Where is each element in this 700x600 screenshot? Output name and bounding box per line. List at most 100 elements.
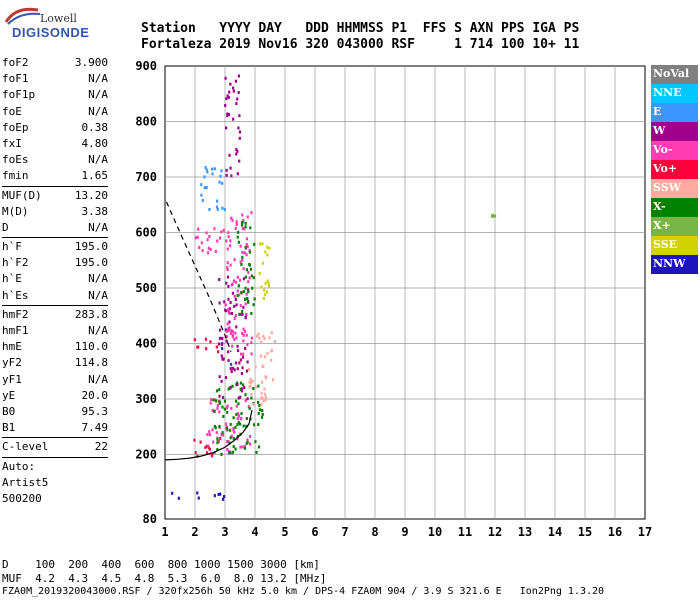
echo-point <box>249 384 252 388</box>
echo-point <box>240 387 244 391</box>
echo-point <box>234 79 238 83</box>
echo-point <box>257 423 260 427</box>
echo-point <box>240 262 243 266</box>
x-tick-label: 11 <box>458 525 472 539</box>
param-value: 195.0 <box>74 240 108 254</box>
echo-point <box>264 293 267 297</box>
param-label: fxI <box>2 136 22 150</box>
echo-point <box>261 396 264 400</box>
echo-point <box>226 266 229 270</box>
echo-point <box>230 283 233 287</box>
echo-point <box>229 300 232 304</box>
echo-point <box>246 360 249 364</box>
echo-point <box>220 169 223 173</box>
echo-point <box>208 430 211 434</box>
auto-scaling-line: Auto: <box>2 459 36 473</box>
echo-point <box>225 281 228 285</box>
echo-point <box>234 298 237 302</box>
echo-point <box>268 246 271 250</box>
echo-point <box>261 412 264 416</box>
echo-point <box>237 126 240 130</box>
echo-point <box>237 414 241 418</box>
echo-point <box>226 261 229 265</box>
echo-point <box>225 126 228 130</box>
echo-point <box>197 227 200 231</box>
param-row: h`Es N/A <box>2 288 108 304</box>
param-row: yF2 114.8 <box>2 355 108 371</box>
param-value: N/A <box>88 324 108 337</box>
echo-point <box>233 368 236 372</box>
echo-point <box>221 347 224 351</box>
echo-point <box>205 444 208 448</box>
param-label: foF2 <box>2 56 29 69</box>
echo-point <box>241 445 244 449</box>
legend-item: W <box>651 122 698 141</box>
param-row: foE N/A <box>2 104 108 120</box>
echo-point <box>263 337 266 341</box>
param-value: N/A <box>88 372 108 386</box>
echo-point <box>238 130 242 134</box>
param-row: D N/A <box>2 220 108 236</box>
echo-point <box>237 284 240 288</box>
echo-point <box>239 387 242 391</box>
param-value: N/A <box>88 288 108 302</box>
echo-point <box>233 304 236 308</box>
echo-point <box>236 437 239 441</box>
echo-point <box>207 246 210 250</box>
echo-point <box>211 172 214 176</box>
echo-point <box>220 337 223 341</box>
echo-point <box>232 428 235 432</box>
param-label: h`F <box>2 240 22 254</box>
y-tick-label: 300 <box>135 392 157 406</box>
echo-point <box>239 244 242 248</box>
param-value: 22 <box>94 440 108 454</box>
echo-point <box>248 380 251 384</box>
echo-point <box>244 393 247 397</box>
legend-item: SSE <box>651 236 698 255</box>
echo-point <box>235 325 238 329</box>
echo-point <box>236 97 239 101</box>
echo-point <box>196 345 199 349</box>
echo-point <box>232 279 236 283</box>
echo-point <box>216 207 219 211</box>
param-row: yE 20.0 <box>2 388 108 404</box>
legend-item: X+ <box>651 217 698 236</box>
param-value: N/A <box>88 72 108 86</box>
echo-point <box>240 412 243 416</box>
param-value: N/A <box>88 88 108 102</box>
echo-point <box>203 186 206 190</box>
echo-point <box>265 376 268 380</box>
echo-point <box>252 402 255 406</box>
echo-point <box>262 335 265 339</box>
echo-point <box>244 316 247 320</box>
echo-point <box>228 244 232 248</box>
echo-point <box>252 423 256 427</box>
echo-point <box>239 260 242 264</box>
echo-point <box>225 239 228 243</box>
param-label: h`Es <box>2 288 29 302</box>
param-separator <box>2 437 108 439</box>
param-value: 95.3 <box>81 404 109 418</box>
echo-point <box>236 235 239 239</box>
echo-point <box>218 236 222 240</box>
echo-point <box>241 213 244 217</box>
echo-point <box>218 394 221 398</box>
echo-point <box>234 361 238 365</box>
echo-point <box>243 251 246 255</box>
echo-point <box>238 114 241 118</box>
echo-point <box>234 447 237 451</box>
echo-point <box>246 438 249 442</box>
echo-point <box>224 376 228 380</box>
echo-point <box>213 409 216 413</box>
echo-point <box>235 147 238 151</box>
echo-point <box>205 451 209 455</box>
echo-point <box>228 451 232 455</box>
echo-point <box>235 223 238 227</box>
echo-point <box>236 294 239 298</box>
echo-point <box>237 402 240 406</box>
echo-point <box>222 414 225 418</box>
echo-point <box>262 296 265 300</box>
echo-point <box>218 301 221 305</box>
echo-point <box>236 149 239 153</box>
echo-point <box>236 289 239 293</box>
